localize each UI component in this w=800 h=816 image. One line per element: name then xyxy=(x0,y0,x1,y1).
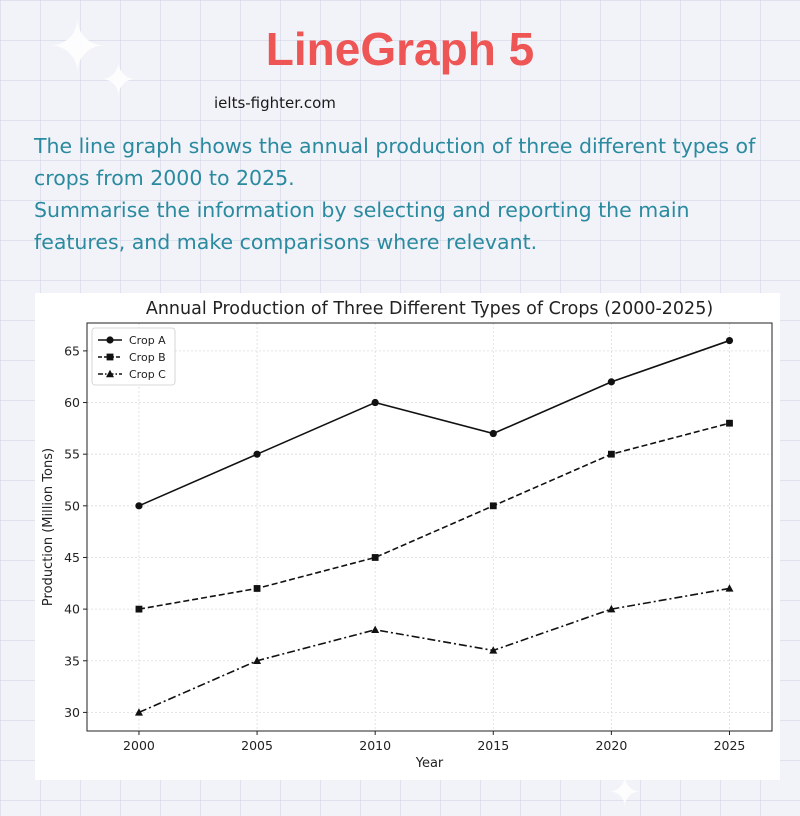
data-point xyxy=(253,656,262,664)
y-tick-label: 30 xyxy=(64,705,80,720)
series-crop-c xyxy=(134,584,734,716)
legend-swatch-marker xyxy=(106,369,114,378)
y-tick-label: 45 xyxy=(64,550,80,565)
x-tick-label: 2010 xyxy=(359,738,391,753)
x-axis-label: Year xyxy=(415,756,444,771)
data-point xyxy=(607,378,615,386)
y-tick-label: 60 xyxy=(64,395,80,410)
legend-item: Crop A xyxy=(98,334,166,347)
legend-label: Crop C xyxy=(129,368,166,381)
y-tick-label: 50 xyxy=(64,498,80,513)
prompt-line-2: Summarise the information by selecting a… xyxy=(34,198,690,254)
legend-item: Crop C xyxy=(98,368,166,381)
data-point xyxy=(253,450,261,458)
y-tick-label: 65 xyxy=(64,343,80,358)
prompt-line-1: The line graph shows the annual producti… xyxy=(34,134,756,190)
data-point xyxy=(607,604,616,613)
data-point xyxy=(253,585,261,592)
x-tick-label: 2005 xyxy=(241,738,273,753)
data-point xyxy=(134,708,143,716)
chart-title: Annual Production of Three Different Typ… xyxy=(146,299,713,319)
x-tick-label: 2015 xyxy=(477,738,509,753)
series-line xyxy=(138,339,730,507)
legend-label: Crop B xyxy=(129,351,166,364)
series-line xyxy=(138,422,730,610)
x-tick-label: 2025 xyxy=(714,738,746,753)
axis-ticks: 2000 2005 2010 2015 2020 2025 30 35 40 45 50 55 60 65 xyxy=(64,343,745,753)
chart-card: 2000 2005 2010 2015 2020 2025 30 35 40 45 50 55 60 65… xyxy=(35,293,780,780)
plot-frame xyxy=(86,322,773,732)
legend-swatch-marker xyxy=(106,353,114,361)
line-chart: 2000 2005 2010 2015 2020 2025 30 35 40 45 50 55 60 65… xyxy=(41,299,773,771)
legend: Crop A Crop B Crop C xyxy=(91,327,176,386)
y-axis-label: Production (Million Tons) xyxy=(41,448,56,606)
data-point xyxy=(726,419,733,427)
site-name: ielts-fighter.com xyxy=(214,94,336,112)
legend-swatch-marker xyxy=(106,336,114,344)
series-crop-b xyxy=(135,419,733,613)
series-crop-a xyxy=(135,336,734,510)
legend-label: Crop A xyxy=(129,334,166,347)
data-point xyxy=(135,502,143,510)
y-tick-label: 40 xyxy=(64,602,80,617)
data-point xyxy=(371,554,379,561)
data-point xyxy=(725,584,734,592)
page-title: LineGraph 5 xyxy=(265,23,535,75)
data-point xyxy=(489,429,497,438)
data-point xyxy=(371,625,380,633)
sparkle-decoration-icon: ✦ xyxy=(100,55,137,106)
data-point xyxy=(725,336,734,345)
data-point xyxy=(371,398,379,407)
legend-item: Crop B xyxy=(98,351,166,364)
grid xyxy=(87,323,772,731)
series-line xyxy=(138,587,730,714)
data-point xyxy=(489,646,498,654)
task-prompt: The line graph shows the annual producti… xyxy=(34,130,784,258)
y-tick-label: 55 xyxy=(64,447,80,462)
x-tick-label: 2020 xyxy=(595,738,627,753)
data-point xyxy=(489,502,497,510)
y-tick-label: 35 xyxy=(64,653,80,668)
x-tick-label: 2000 xyxy=(123,738,155,753)
series-group xyxy=(134,336,734,716)
data-point xyxy=(607,450,615,458)
sparkle-decoration-icon: ✦ xyxy=(48,6,107,88)
data-point xyxy=(135,605,143,613)
